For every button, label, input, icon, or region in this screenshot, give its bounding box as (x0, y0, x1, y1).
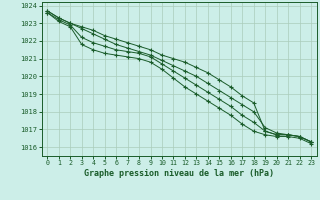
X-axis label: Graphe pression niveau de la mer (hPa): Graphe pression niveau de la mer (hPa) (84, 169, 274, 178)
